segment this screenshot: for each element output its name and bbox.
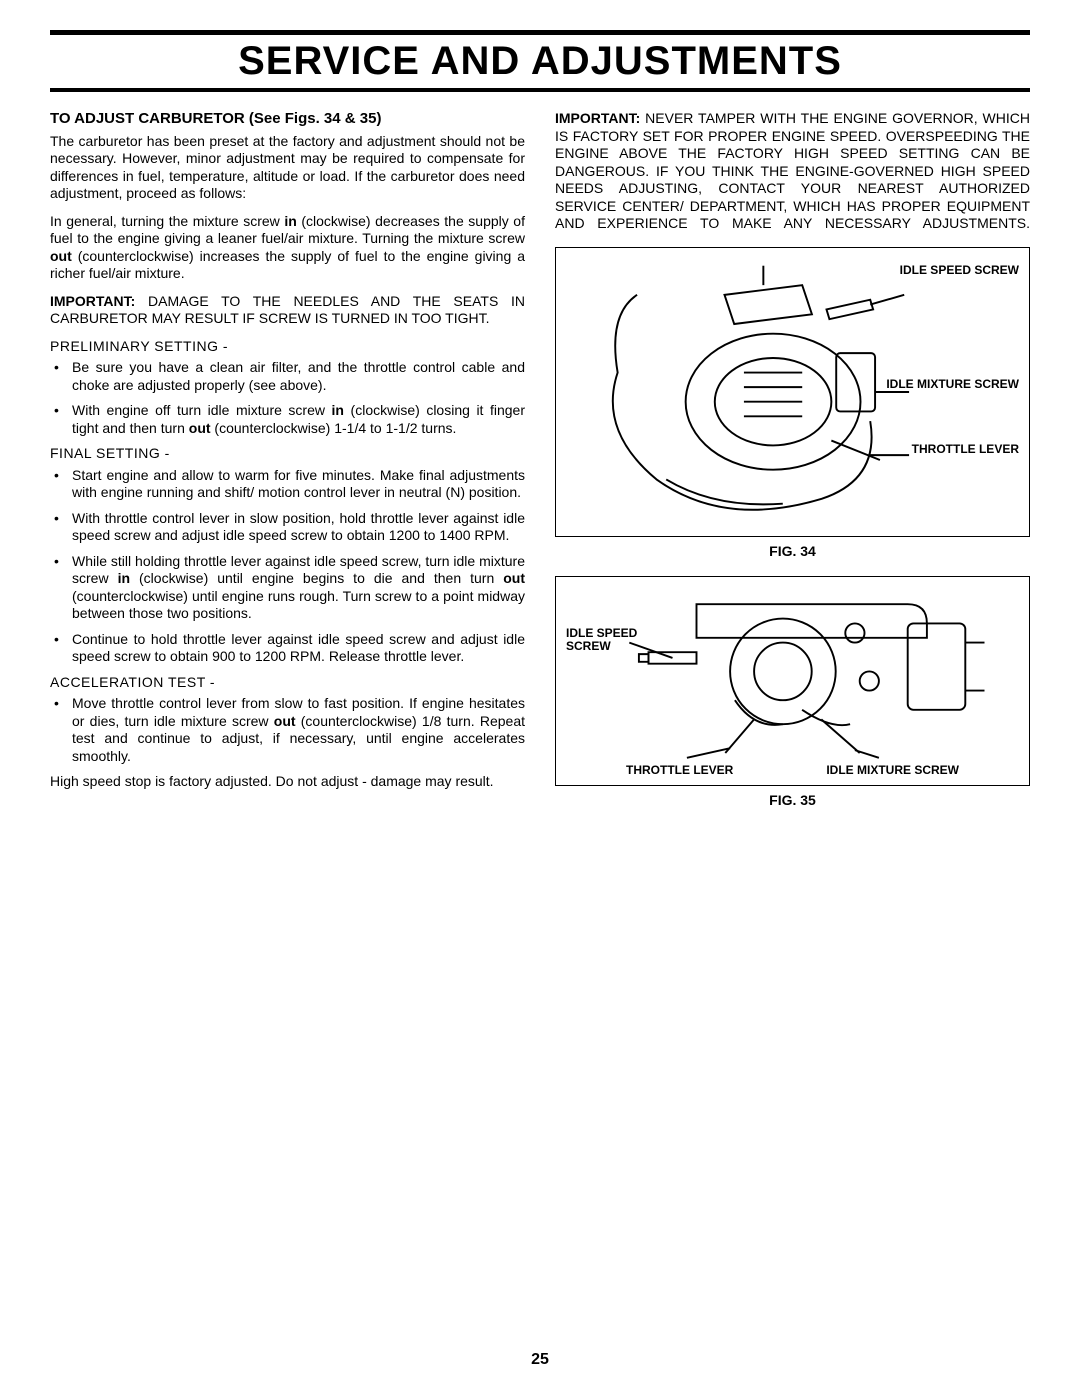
- label-text: IDLE SPEED SCREW: [566, 626, 637, 653]
- para-highspeed: High speed stop is factory adjusted. Do …: [50, 773, 525, 791]
- label-text: THROTTLE LEVER: [626, 763, 733, 777]
- list-item: Continue to hold throttle lever against …: [72, 631, 525, 666]
- page: SERVICE AND ADJUSTMENTS TO ADJUST CARBUR…: [0, 0, 1080, 1399]
- text: With engine off turn idle mixture screw: [72, 402, 332, 418]
- label-idle-speed-screw: IDLE SPEED SCREW: [900, 264, 1019, 277]
- label-text: IDLE SPEED SCREW: [900, 263, 1019, 277]
- text: In general, turning the mixture screw: [50, 213, 284, 229]
- columns: TO ADJUST CARBURETOR (See Figs. 34 & 35)…: [50, 110, 1030, 826]
- label-idle-mixture-screw: IDLE MIXTURE SCREW: [826, 764, 959, 777]
- figure-35-diagram: [564, 585, 1021, 777]
- label-text: THROTTLE LEVER: [912, 442, 1019, 456]
- important-damage: IMPORTANT: DAMAGE TO THE NEEDLES AND THE…: [50, 293, 525, 328]
- page-number: 25: [0, 1351, 1080, 1369]
- section-heading: TO ADJUST CARBURETOR (See Figs. 34 & 35): [50, 110, 525, 129]
- important-label: IMPORTANT:: [555, 110, 640, 126]
- page-title: SERVICE AND ADJUSTMENTS: [50, 37, 1030, 88]
- figure-34-diagram: [564, 256, 1021, 528]
- bold-out: out: [274, 713, 296, 729]
- final-list: Start engine and allow to warm for five …: [50, 467, 525, 666]
- important-governor: IMPORTANT: NEVER TAMPER WITH THE ENGINE …: [555, 110, 1030, 233]
- prelim-heading: PRELIMINARY SETTING -: [50, 338, 525, 356]
- label-text: IDLE MIXTURE SCREW: [886, 377, 1019, 391]
- text: (counterclockwise) until engine runs rou…: [72, 588, 525, 622]
- figure-35-box: IDLE SPEED SCREW THROTTLE LEVER IDLE MIX…: [555, 576, 1030, 786]
- list-item: Move throttle control lever from slow to…: [72, 695, 525, 765]
- label-throttle-lever: THROTTLE LEVER: [626, 764, 733, 777]
- list-item: While still holding throttle lever again…: [72, 553, 525, 623]
- figure-34-box: IDLE SPEED SCREW IDLE MIXTURE SCREW THRO…: [555, 247, 1030, 537]
- para-mixture: In general, turning the mixture screw in…: [50, 213, 525, 283]
- prelim-list: Be sure you have a clean air filter, and…: [50, 359, 525, 437]
- final-heading: FINAL SETTING -: [50, 445, 525, 463]
- list-item: Start engine and allow to warm for five …: [72, 467, 525, 502]
- bold-in: in: [284, 213, 296, 229]
- bold-out: out: [503, 570, 525, 586]
- important-label: IMPORTANT:: [50, 293, 135, 309]
- bold-out: out: [50, 248, 72, 264]
- text: (clockwise) until engine begins to die a…: [130, 570, 503, 586]
- bold-out: out: [189, 420, 211, 436]
- list-item: Be sure you have a clean air filter, and…: [72, 359, 525, 394]
- label-throttle-lever: THROTTLE LEVER: [912, 443, 1019, 456]
- figure-35-caption: FIG. 35: [555, 792, 1030, 810]
- para-intro: The carburetor has been preset at the fa…: [50, 133, 525, 203]
- left-column: TO ADJUST CARBURETOR (See Figs. 34 & 35)…: [50, 110, 525, 826]
- list-item: With throttle control lever in slow posi…: [72, 510, 525, 545]
- rule-bottom: [50, 88, 1030, 92]
- text: (counterclockwise) increases the supply …: [50, 248, 525, 282]
- bold-in: in: [118, 570, 130, 586]
- text: (counterclockwise) 1-1/4 to 1-1/2 turns.: [211, 420, 457, 436]
- rule-top: [50, 30, 1030, 35]
- label-idle-speed-screw: IDLE SPEED SCREW: [566, 627, 656, 653]
- figure-34-caption: FIG. 34: [555, 543, 1030, 561]
- label-text: IDLE MIXTURE SCREW: [826, 763, 959, 777]
- accel-list: Move throttle control lever from slow to…: [50, 695, 525, 765]
- accel-heading: ACCELERATION TEST -: [50, 674, 525, 692]
- important-text: NEVER TAMPER WITH THE ENGINE GOVERNOR, W…: [555, 110, 1030, 231]
- label-idle-mixture-screw: IDLE MIXTURE SCREW: [886, 378, 1019, 391]
- right-column: IMPORTANT: NEVER TAMPER WITH THE ENGINE …: [555, 110, 1030, 826]
- list-item: With engine off turn idle mixture screw …: [72, 402, 525, 437]
- bold-in: in: [332, 402, 344, 418]
